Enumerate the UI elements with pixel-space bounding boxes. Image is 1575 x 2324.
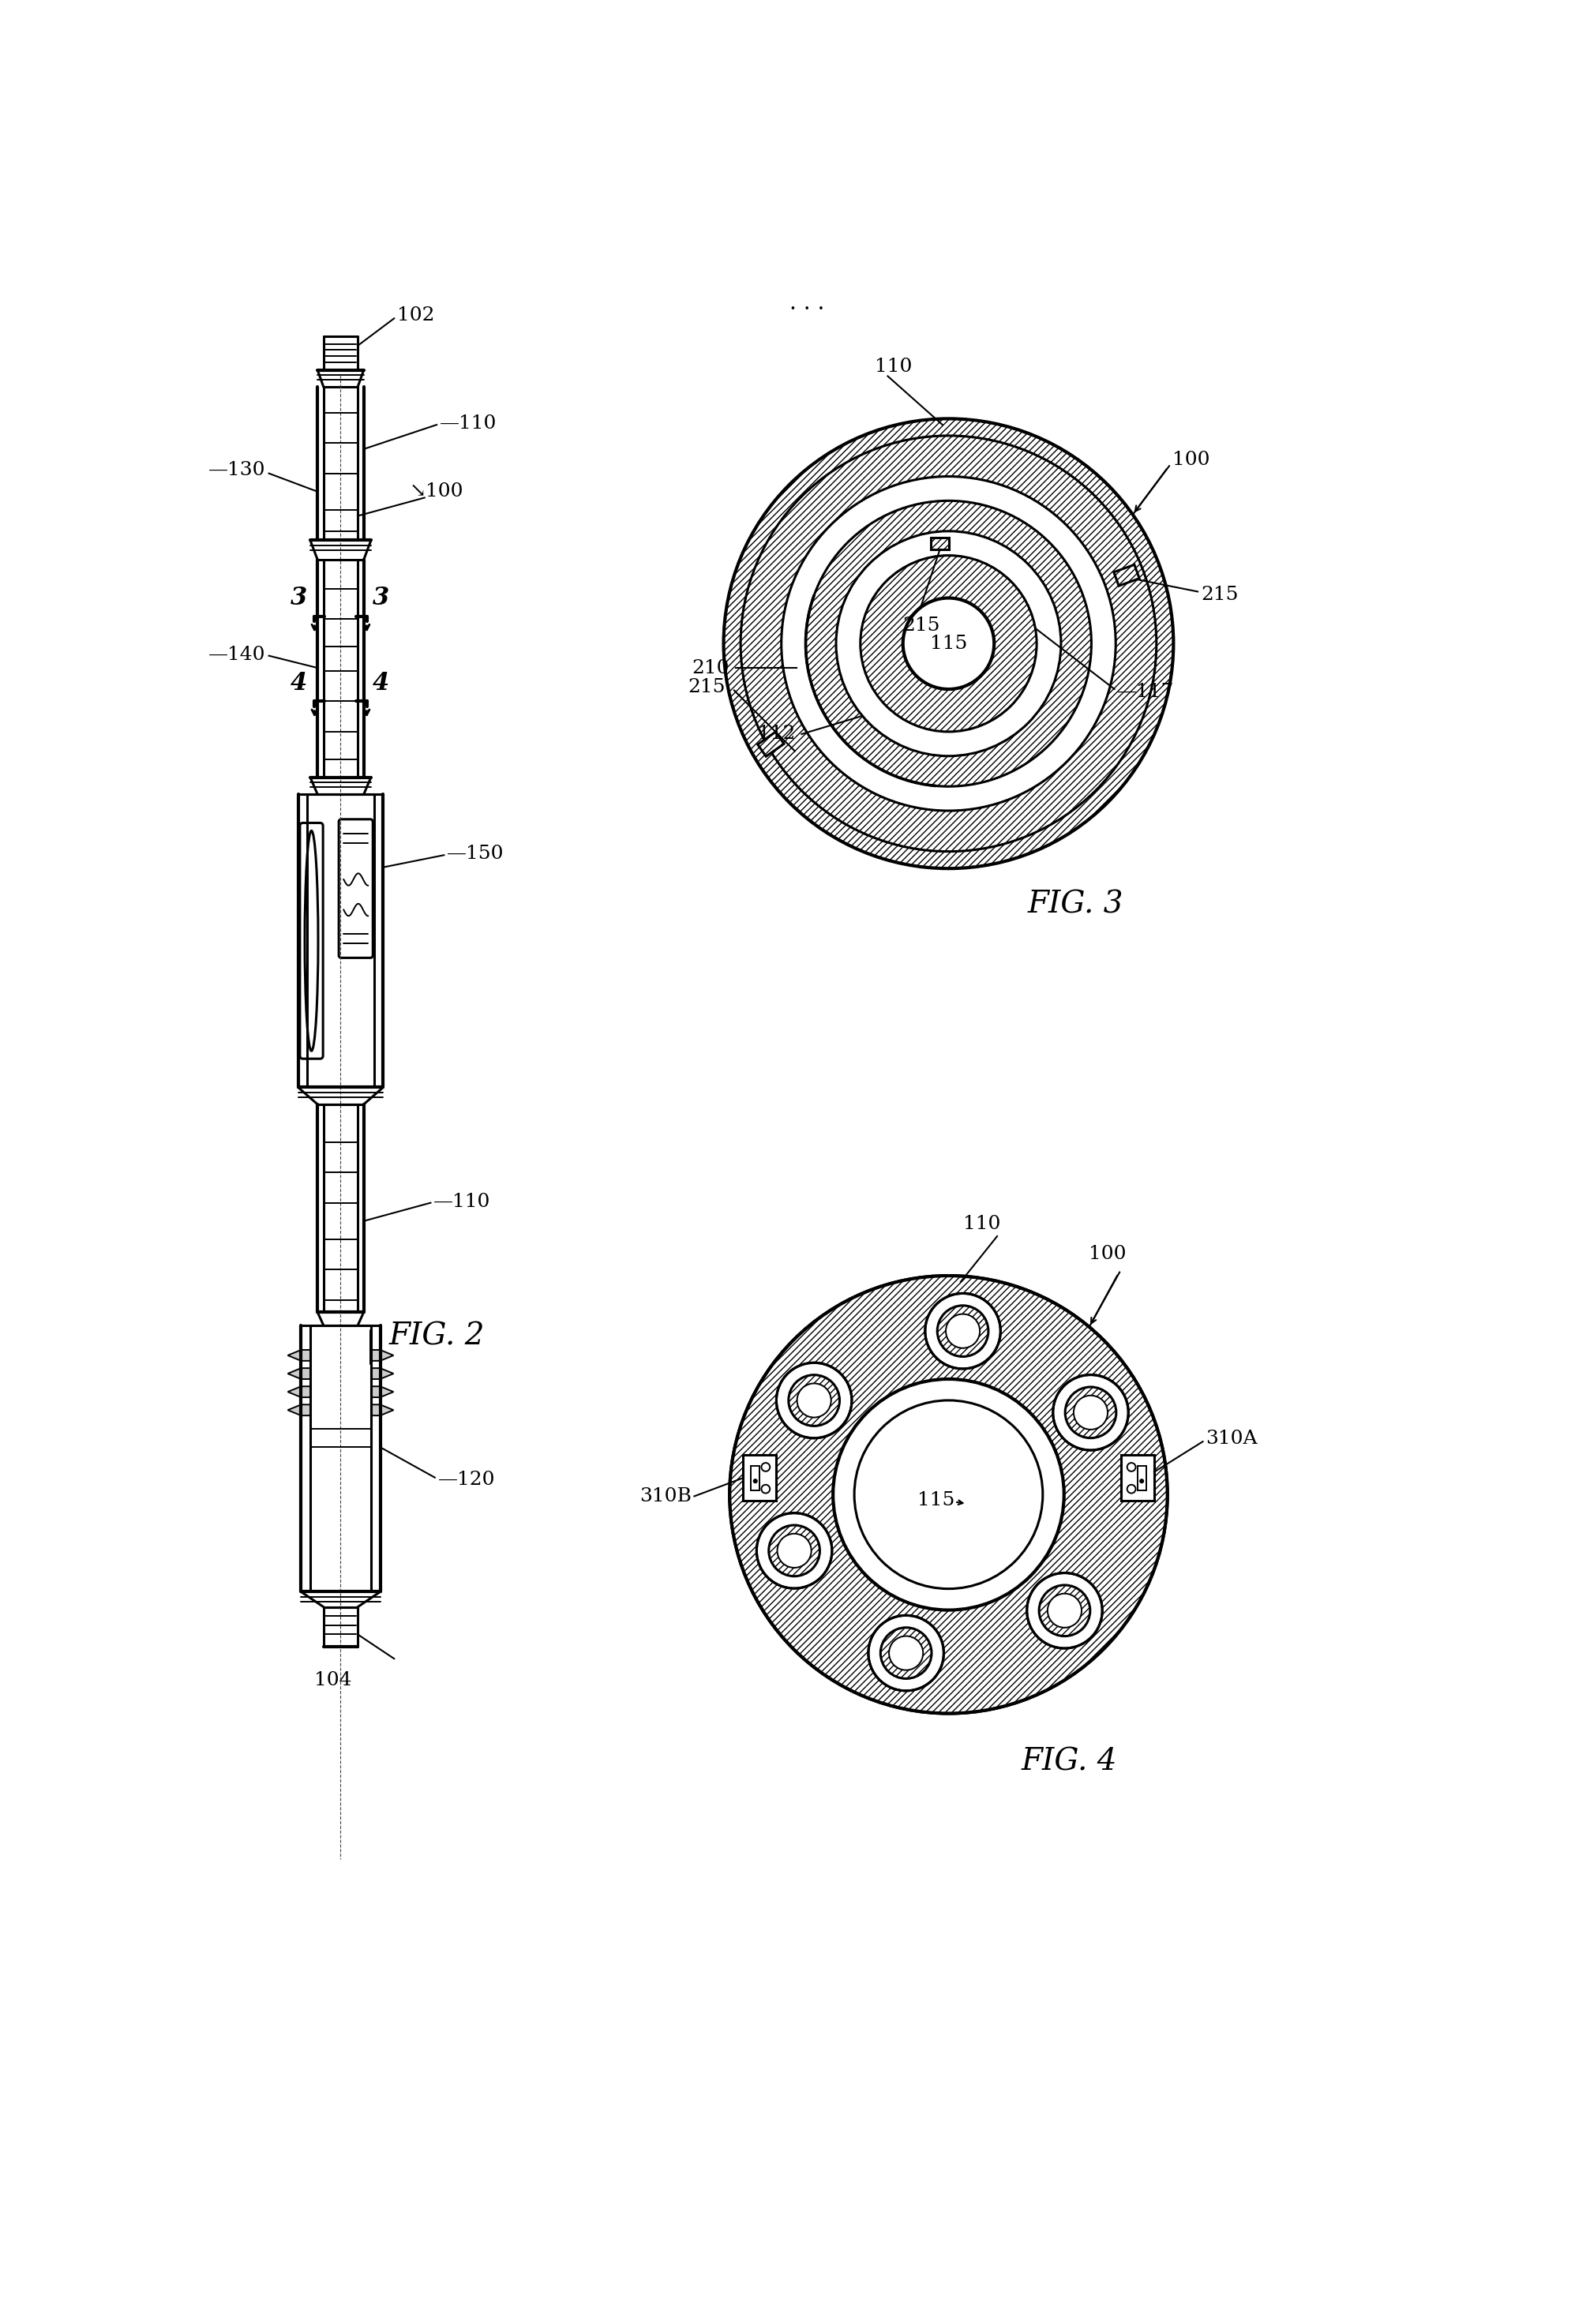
Polygon shape <box>372 1404 394 1415</box>
Text: 310B: 310B <box>639 1487 691 1506</box>
Circle shape <box>1140 1480 1143 1483</box>
Bar <box>758 732 784 755</box>
Circle shape <box>753 1480 758 1483</box>
Ellipse shape <box>304 830 318 1050</box>
Circle shape <box>833 1378 1065 1611</box>
Polygon shape <box>288 1350 310 1362</box>
FancyBboxPatch shape <box>339 820 373 957</box>
Bar <box>1137 1466 1147 1490</box>
Bar <box>931 537 948 551</box>
Text: FIG. 3: FIG. 3 <box>1027 890 1123 920</box>
Text: 4: 4 <box>373 672 389 695</box>
Circle shape <box>1074 1394 1107 1429</box>
Circle shape <box>833 1378 1065 1611</box>
Circle shape <box>776 1362 852 1439</box>
Bar <box>1121 1455 1154 1501</box>
Text: FIG. 4: FIG. 4 <box>1022 1748 1117 1776</box>
Text: —130: —130 <box>208 460 266 479</box>
Circle shape <box>1054 1376 1128 1450</box>
Polygon shape <box>288 1387 310 1397</box>
Text: 110: 110 <box>876 358 912 376</box>
Polygon shape <box>372 1387 394 1397</box>
Text: 3: 3 <box>290 586 307 611</box>
Text: 115: 115 <box>918 1492 954 1511</box>
Text: FIG. 2: FIG. 2 <box>389 1322 485 1350</box>
Circle shape <box>925 1294 1000 1369</box>
Circle shape <box>797 1383 832 1418</box>
Text: 210: 210 <box>691 658 729 676</box>
Text: 215: 215 <box>902 616 940 634</box>
Text: ↘100: ↘100 <box>410 483 463 500</box>
Bar <box>1114 565 1139 586</box>
Text: 100: 100 <box>1088 1246 1126 1262</box>
Text: 110: 110 <box>964 1215 1000 1234</box>
Circle shape <box>756 1513 832 1587</box>
Text: —150: —150 <box>447 846 504 862</box>
Text: —110: —110 <box>433 1192 491 1211</box>
Text: 102: 102 <box>397 307 435 325</box>
Circle shape <box>806 500 1091 786</box>
Text: 310A: 310A <box>1206 1429 1258 1448</box>
Circle shape <box>947 1313 980 1348</box>
Text: 112: 112 <box>758 725 795 744</box>
Circle shape <box>860 555 1036 732</box>
Bar <box>931 537 948 551</box>
Bar <box>751 1466 759 1490</box>
Text: —110: —110 <box>439 414 496 432</box>
Text: 104: 104 <box>315 1671 353 1690</box>
Circle shape <box>854 1401 1043 1590</box>
Circle shape <box>868 1615 943 1692</box>
Text: —120: —120 <box>438 1471 495 1487</box>
Text: . . .: . . . <box>789 293 824 314</box>
Text: —140: —140 <box>208 646 266 665</box>
Text: 215: 215 <box>688 679 724 697</box>
Text: 3: 3 <box>373 586 389 611</box>
Text: —117: —117 <box>1117 683 1175 702</box>
Bar <box>758 732 784 755</box>
Circle shape <box>729 1276 1167 1713</box>
Polygon shape <box>372 1350 394 1362</box>
Text: 115: 115 <box>929 634 967 653</box>
Circle shape <box>1027 1573 1102 1648</box>
Polygon shape <box>372 1369 394 1378</box>
Circle shape <box>778 1534 811 1569</box>
Text: 4: 4 <box>290 672 307 695</box>
Circle shape <box>729 1276 1167 1713</box>
Circle shape <box>888 1636 923 1671</box>
Text: 215: 215 <box>1200 586 1238 604</box>
Polygon shape <box>288 1404 310 1415</box>
Circle shape <box>902 597 994 690</box>
Polygon shape <box>288 1369 310 1378</box>
Text: 100: 100 <box>1172 451 1210 469</box>
Bar <box>1114 565 1139 586</box>
Bar <box>743 1455 776 1501</box>
Circle shape <box>1047 1594 1082 1627</box>
